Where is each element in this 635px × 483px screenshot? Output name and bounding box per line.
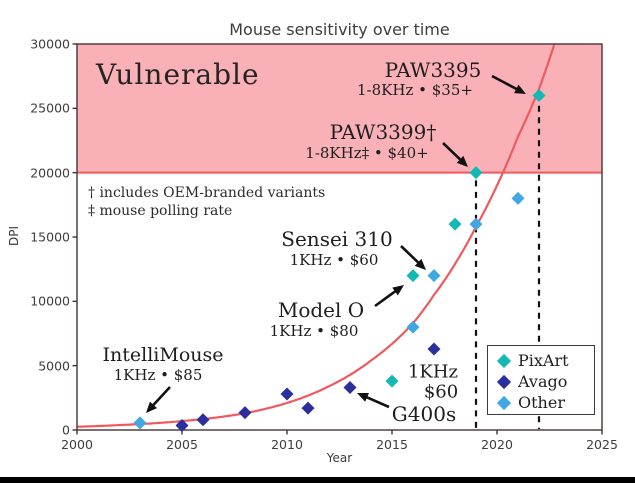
legend: PixArt Avago Other	[487, 345, 595, 415]
data-point-pixart-2018	[448, 217, 462, 231]
y-tick-label: 30000	[30, 36, 70, 52]
annotation-arrow-sensei-310	[400, 245, 422, 266]
data-point-other-2003	[133, 416, 147, 430]
footnote-oem-variants: † includes OEM-branded variants	[88, 185, 326, 201]
chart-title: Mouse sensitivity over time	[229, 20, 450, 39]
annotation-arrowhead-g400s	[357, 393, 370, 402]
annotation-arrow-paw3399	[442, 142, 464, 163]
data-point-other-2016	[406, 320, 420, 334]
y-tick-label: 5000	[38, 358, 70, 374]
annotation-arrow-g400s	[363, 395, 390, 409]
y-tick-label: 20000	[30, 165, 70, 181]
screenshot-bottom-border	[0, 477, 635, 483]
x-tick-label: 2000	[61, 437, 93, 452]
x-tick-label: 2015	[376, 437, 408, 452]
legend-item-avago: Avago	[496, 371, 594, 392]
annotation-arrowhead-sensei-310	[414, 258, 426, 270]
data-point-other-2017	[427, 269, 441, 283]
annotation-arrow-model-o	[374, 288, 399, 308]
annotation-paw3399-line1: PAW3399†	[329, 120, 437, 144]
annotation-model-o-line2: 1KHz • $80	[269, 322, 359, 340]
annotation-sensei-310-line1: Sensei 310	[281, 227, 393, 251]
data-point-pixart-2022	[532, 88, 546, 102]
annotation-g400s-line3: G400s	[391, 402, 457, 426]
annotation-intellimouse-line2: 1KHz • $85	[113, 366, 203, 384]
y-tick-label: 15000	[30, 229, 70, 245]
x-tick-label: 2010	[271, 437, 303, 452]
x-tick-label: 2025	[586, 437, 618, 452]
annotation-arrow-intellimouse	[150, 386, 171, 409]
annotation-g400s-line2: $60	[423, 381, 459, 403]
legend-label-avago: Avago	[518, 372, 568, 391]
footnote-polling-rate: ‡ mouse polling rate	[88, 203, 233, 219]
annotation-arrowhead-paw3395	[514, 84, 526, 94]
x-axis-label: Year	[326, 451, 353, 465]
x-tick-label: 2020	[481, 437, 513, 452]
x-tick-label: 2005	[166, 437, 198, 452]
data-point-avago-2005	[175, 418, 189, 432]
annotation-paw3395-line1: PAW3395	[384, 58, 482, 82]
y-tick-label: 10000	[30, 293, 70, 309]
pixart-diamond-icon	[496, 353, 512, 368]
data-point-avago-2011	[301, 401, 315, 415]
data-point-other-2019	[469, 217, 483, 231]
legend-label-pixart: PixArt	[518, 351, 569, 370]
footnotes: † includes OEM-branded variants ‡ mouse …	[88, 184, 325, 220]
annotation-g400s-line1: 1KHz	[407, 361, 459, 383]
legend-label-other: Other	[518, 393, 565, 412]
vulnerable-band-label: Vulnerable	[96, 58, 260, 91]
y-tick-label: 25000	[30, 100, 70, 116]
y-tick-label: 0	[62, 422, 70, 438]
annotation-paw3399-line2: 1-8KHz‡ • $40+	[305, 144, 429, 162]
data-point-avago-2008	[238, 406, 252, 420]
legend-item-pixart: PixArt	[496, 350, 594, 371]
annotation-arrow-paw3395	[491, 74, 520, 92]
data-point-pixart-2016	[406, 269, 420, 283]
legend-item-other: Other	[496, 392, 594, 413]
trend-line	[77, 44, 556, 428]
annotation-arrowhead-intellimouse	[146, 401, 157, 413]
vulnerable-band	[77, 44, 602, 173]
annotation-sensei-310-line2: 1KHz • $60	[289, 251, 379, 269]
data-point-avago-2006	[196, 413, 210, 427]
data-point-pixart-2019	[469, 166, 483, 180]
data-point-avago-2010	[280, 387, 294, 401]
annotation-intellimouse-line1: IntelliMouse	[102, 344, 224, 366]
other-diamond-icon	[496, 395, 512, 410]
data-point-other-2021	[511, 191, 525, 205]
annotation-paw3395-line2: 1-8KHz • $35+	[357, 81, 473, 99]
annotation-model-o-line1: Model O	[277, 298, 365, 322]
avago-diamond-icon	[496, 374, 512, 389]
annotation-arrowhead-model-o	[392, 285, 404, 296]
data-point-pixart-2015	[385, 374, 399, 388]
annotation-arrowhead-paw3399	[456, 155, 468, 167]
data-point-avago-2017	[427, 342, 441, 356]
data-point-avago-2013	[343, 381, 357, 395]
